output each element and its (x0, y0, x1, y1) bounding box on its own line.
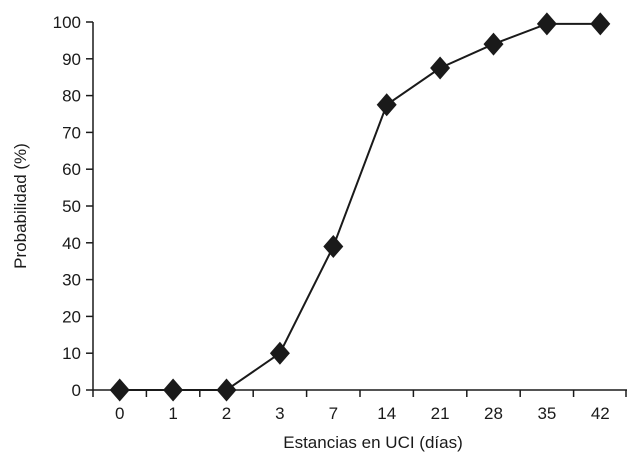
x-tick-label: 35 (537, 404, 556, 423)
x-tick-label: 2 (222, 404, 231, 423)
y-axis-label: Probabilidad (%) (11, 143, 30, 269)
y-axis: 0 10 20 30 40 50 60 70 80 90 100 (53, 13, 94, 400)
y-tick-label: 90 (62, 50, 81, 69)
data-point-marker (163, 378, 184, 402)
series-line-group (109, 12, 611, 402)
y-tick-label: 100 (53, 13, 81, 32)
data-point-marker (590, 12, 611, 36)
x-tick-label: 28 (484, 404, 503, 423)
y-tick-label: 30 (62, 271, 81, 290)
x-tick-label: 1 (168, 404, 177, 423)
data-point-marker (376, 93, 397, 117)
y-tick-label: 80 (62, 87, 81, 106)
data-point-marker (430, 56, 451, 80)
data-point-marker (536, 12, 557, 36)
x-tick-label: 3 (275, 404, 284, 423)
y-tick-label: 20 (62, 307, 81, 326)
data-point-marker (216, 378, 237, 402)
y-tick-label: 50 (62, 197, 81, 216)
x-tick-label: 42 (591, 404, 610, 423)
y-tick-label: 10 (62, 344, 81, 363)
y-tick-label: 0 (72, 381, 81, 400)
y-tick-label: 60 (62, 160, 81, 179)
data-point-marker (109, 378, 130, 402)
x-tick-label: 7 (329, 404, 338, 423)
y-tick-label: 70 (62, 123, 81, 142)
data-point-marker (323, 234, 344, 258)
x-axis-label: Estancias en UCI (días) (283, 433, 463, 452)
y-tick-label: 40 (62, 234, 81, 253)
data-point-marker (483, 32, 504, 56)
x-tick-label: 0 (115, 404, 124, 423)
data-point-marker (269, 341, 290, 365)
series-line (119, 22, 601, 391)
x-tick-label: 14 (377, 404, 396, 423)
x-tick-label: 21 (431, 404, 450, 423)
x-axis: 0 1 2 3 7 14 21 28 35 42 (92, 389, 627, 423)
